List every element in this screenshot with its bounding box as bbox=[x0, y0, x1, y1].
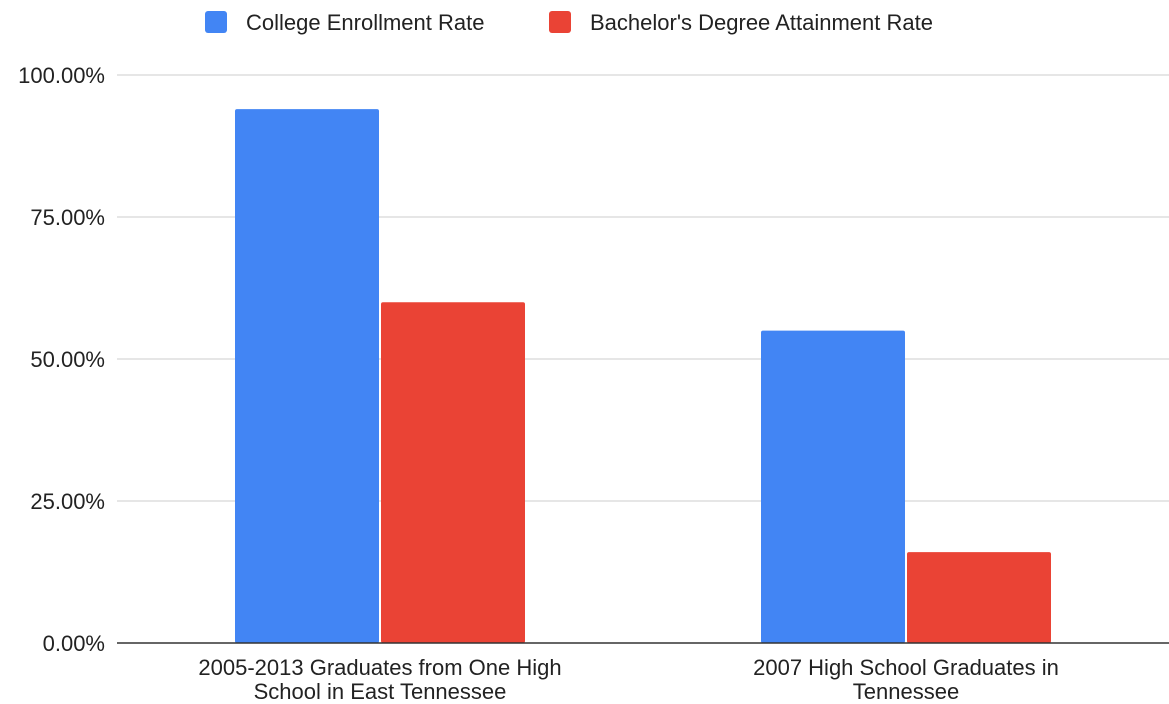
y-axis-ticks: 0.00% 25.00% 50.00% 75.00% 100.00% bbox=[18, 63, 105, 656]
legend-swatch bbox=[549, 11, 571, 33]
bars bbox=[235, 109, 1051, 643]
x-category-label: 2005-2013 Graduates from One High School … bbox=[198, 655, 561, 704]
bar bbox=[761, 330, 905, 643]
legend-item[interactable]: College Enrollment Rate bbox=[205, 10, 484, 35]
legend-swatch bbox=[205, 11, 227, 33]
y-tick-label: 100.00% bbox=[18, 63, 105, 88]
bar bbox=[381, 302, 525, 643]
legend-item[interactable]: Bachelor's Degree Attainment Rate bbox=[549, 10, 933, 35]
legend-label: College Enrollment Rate bbox=[246, 10, 484, 35]
y-tick-label: 0.00% bbox=[43, 631, 105, 656]
bar bbox=[907, 552, 1051, 643]
y-tick-label: 25.00% bbox=[30, 489, 105, 514]
bar bbox=[235, 109, 379, 643]
x-category-label: 2007 High School Graduates in Tennessee bbox=[753, 655, 1059, 704]
legend-label: Bachelor's Degree Attainment Rate bbox=[590, 10, 933, 35]
legend: College Enrollment Rate Bachelor's Degree… bbox=[205, 10, 933, 35]
y-tick-label: 50.00% bbox=[30, 347, 105, 372]
y-tick-label: 75.00% bbox=[30, 205, 105, 230]
x-axis-categories: 2005-2013 Graduates from One High School … bbox=[198, 655, 1058, 704]
